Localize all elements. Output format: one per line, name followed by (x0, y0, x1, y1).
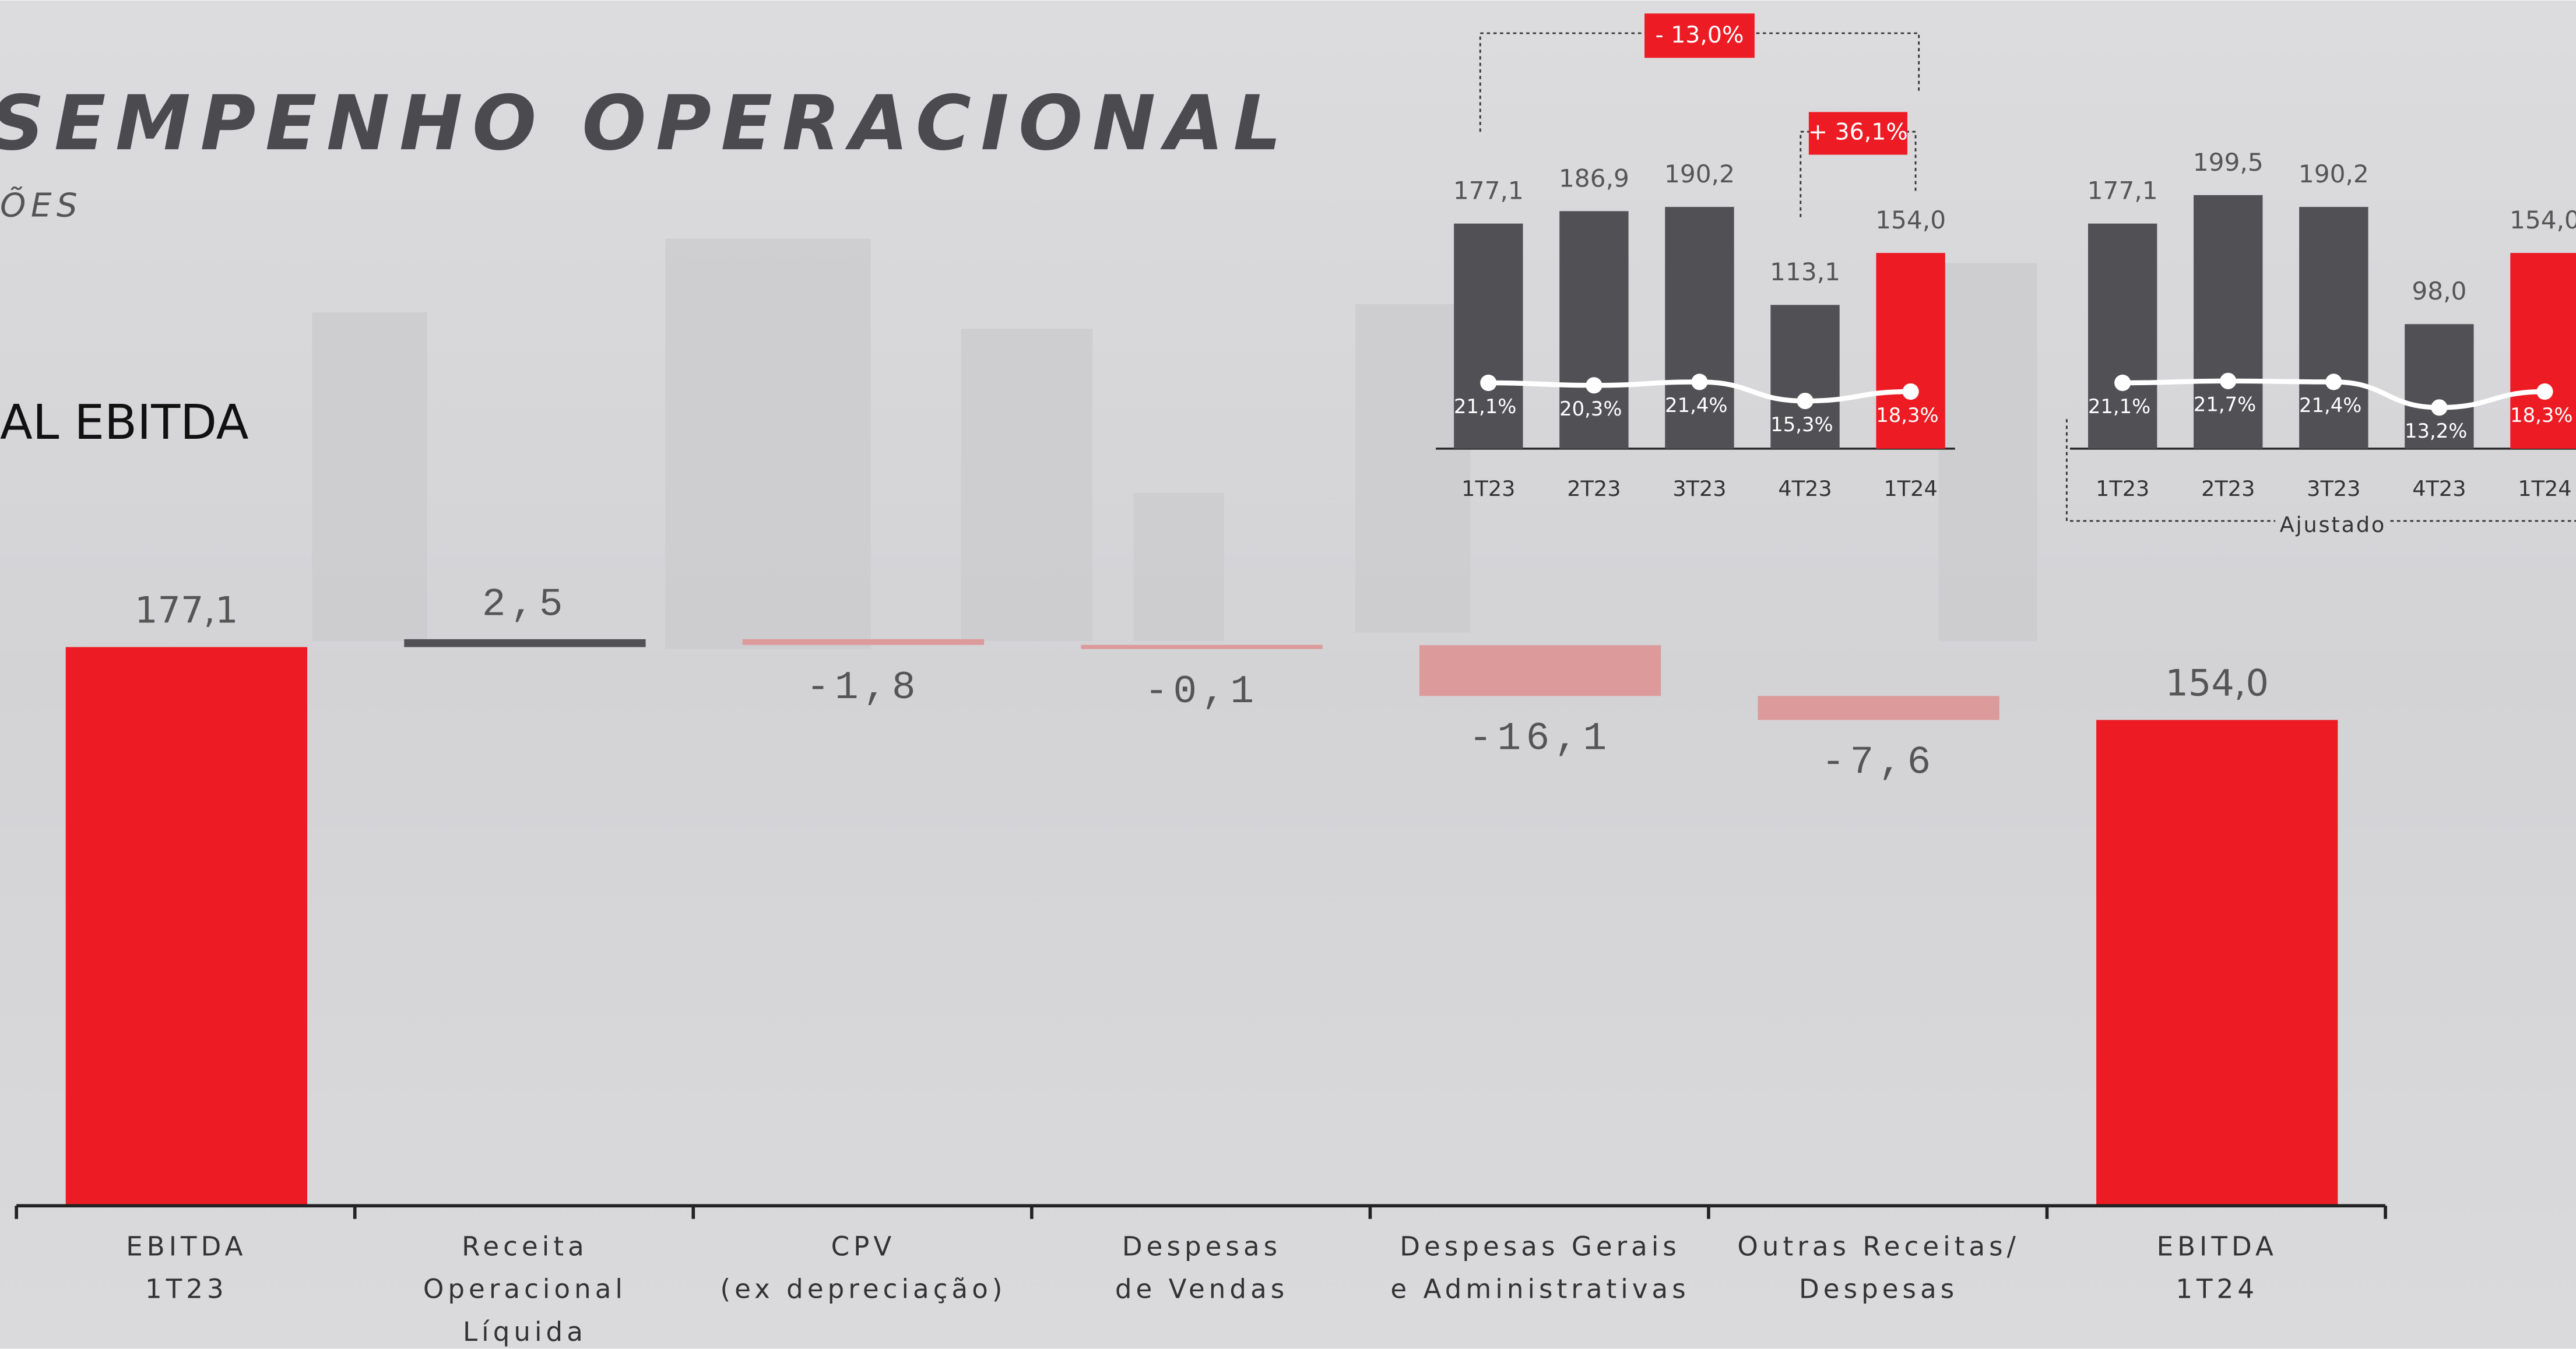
data-label: 2,5 (482, 583, 568, 628)
annotation: + 36,1% (1808, 118, 1908, 145)
x-tick-label: Líquida (463, 1316, 587, 1347)
margin-point (2114, 374, 2131, 392)
x-tick-label: Despesas (1122, 1231, 1281, 1262)
x-tick-label: Receita (462, 1231, 588, 1262)
data-label: 177,1 (135, 589, 238, 631)
x-tick-label: e Administrativas (1390, 1274, 1689, 1305)
chart-title: AL EBITDA (0, 395, 249, 450)
bar (1665, 207, 1734, 449)
data-label: -7,6 (1822, 741, 1936, 786)
data-label: 15,3% (1770, 413, 1833, 436)
bar (742, 639, 985, 645)
data-label: 186,9 (1559, 164, 1629, 192)
data-label: 21,4% (1665, 394, 1727, 417)
margin-point (2536, 383, 2553, 400)
bar (2096, 720, 2338, 1206)
data-label: -16,1 (1469, 717, 1612, 761)
x-tick-label: 1T23 (145, 1274, 228, 1305)
data-label: -0,1 (1144, 670, 1259, 714)
x-tick-label: Despesas Gerais (1400, 1231, 1681, 1262)
bar (1419, 645, 1661, 696)
annotation-box (1808, 112, 1907, 155)
data-label: 190,2 (1664, 160, 1735, 188)
x-tick-label: EBITDA (2157, 1231, 2278, 1262)
page-title: SEMPENHO OPERACIONAL (0, 79, 1281, 167)
x-tick-label: 1T24 (2518, 476, 2571, 501)
x-tick-label: 1T23 (2096, 476, 2149, 501)
data-label: 21,1% (2088, 395, 2150, 418)
x-tick-label: 1T24 (2176, 1274, 2258, 1305)
x-tick-label: Outras Receitas/ (1737, 1231, 2019, 1262)
bar (1081, 644, 1323, 649)
bar (2087, 223, 2157, 449)
data-label: 18,3% (1876, 404, 1938, 427)
x-tick-label: 1T23 (1461, 476, 1515, 501)
bar (1758, 696, 1999, 720)
data-label: 21,4% (2299, 394, 2361, 417)
data-label: 20,3% (1559, 397, 1622, 420)
data-label: 154,0 (1875, 206, 1946, 234)
bar (2194, 195, 2263, 449)
x-tick-label: de Vendas (1115, 1274, 1288, 1305)
bar (1876, 253, 1945, 449)
margin-point (1586, 377, 1602, 394)
annotation: - 13,0% (1655, 22, 1744, 48)
data-label: 177,1 (2087, 177, 2158, 205)
page-subtitle: ÕES (0, 185, 82, 224)
x-tick-label: EBITDA (126, 1231, 247, 1262)
data-label: 13,2% (2405, 420, 2467, 442)
bar (404, 639, 646, 647)
x-tick-label: 3T23 (1672, 476, 1726, 501)
x-tick-label: (ex depreciação) (720, 1274, 1006, 1305)
data-label: 154,0 (2510, 206, 2576, 234)
x-tick-label: 2T23 (2201, 476, 2255, 501)
margin-point (1902, 383, 1919, 400)
bar (2405, 324, 2474, 449)
annotation-box (1644, 13, 1755, 58)
bar (1559, 211, 1629, 449)
bar (2510, 253, 2576, 449)
data-label: -1,8 (806, 666, 920, 710)
x-tick-label: 2T23 (1567, 476, 1621, 501)
margin-point (2220, 372, 2237, 389)
chart-label: Ajustado (2280, 512, 2387, 537)
data-label: 154,0 (2165, 661, 2269, 704)
data-label: 177,1 (1453, 177, 1524, 205)
x-tick-label: 1T24 (1883, 476, 1937, 501)
x-tick-label: Operacional (423, 1274, 627, 1305)
data-label: 21,7% (2194, 393, 2256, 416)
data-label: 190,2 (2299, 160, 2369, 188)
bar (1454, 223, 1523, 449)
x-tick-label: 3T23 (2307, 476, 2360, 501)
data-label: 199,5 (2193, 148, 2264, 177)
bar (1770, 305, 1840, 449)
x-tick-label: CPV (831, 1231, 896, 1262)
margin-point (1797, 392, 1814, 410)
bar (65, 647, 308, 1206)
bar (2299, 207, 2368, 449)
x-tick-label: 4T23 (1778, 476, 1832, 501)
x-tick-label: 4T23 (2412, 476, 2466, 501)
data-label: 98,0 (2412, 277, 2466, 305)
x-tick-label: Despesas (1799, 1274, 1958, 1305)
data-label: 21,1% (1454, 395, 1516, 418)
skyline (312, 238, 2037, 649)
margin-point (2431, 399, 2448, 416)
margin-point (1480, 374, 1497, 392)
data-label: 18,3% (2510, 404, 2573, 427)
data-label: 113,1 (1770, 258, 1840, 286)
margin-point (1691, 374, 1708, 390)
margin-point (2325, 374, 2342, 390)
